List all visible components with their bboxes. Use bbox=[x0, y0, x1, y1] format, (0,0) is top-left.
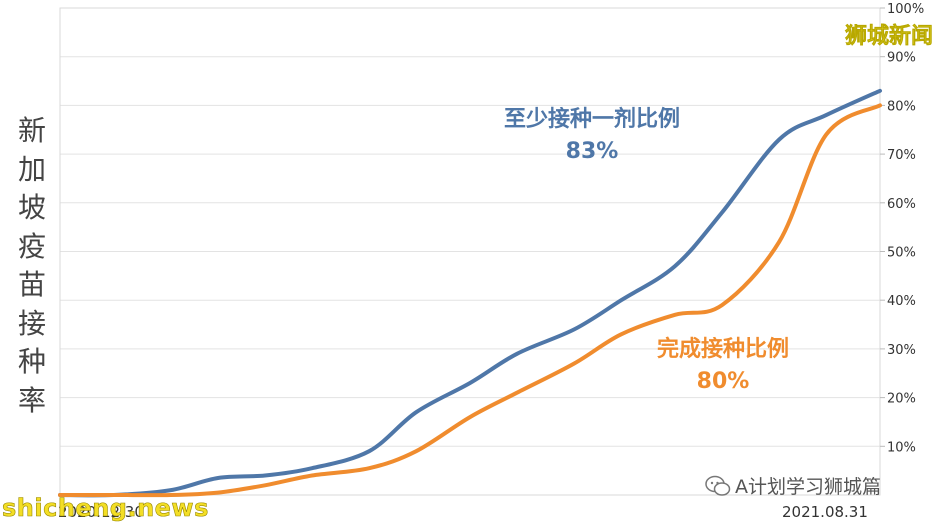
y-axis-title-char: 坡 bbox=[17, 191, 46, 224]
annotation-first-dose-label: 至少接种一剂比例 bbox=[503, 107, 680, 132]
wechat-account-name: A计划学习狮城篇 bbox=[735, 476, 881, 498]
wechat-icon bbox=[705, 475, 731, 496]
wechat-account: A计划学习狮城篇 bbox=[705, 472, 881, 499]
series-line-full-dose bbox=[58, 103, 882, 498]
brand-watermark-top: 狮城新闻 bbox=[844, 24, 934, 50]
y-tick-label: 20% bbox=[887, 392, 916, 407]
x-axis-start-label: 2020.12.30 bbox=[58, 503, 144, 521]
annotation-first-dose-value: 83% bbox=[565, 139, 619, 164]
y-axis-title-char: 加 bbox=[17, 152, 46, 186]
annotation-full-dose-value: 80% bbox=[696, 369, 750, 394]
y-tick-label: 70% bbox=[887, 148, 916, 163]
annotation-full-dose-label: 完成接种比例 bbox=[656, 337, 789, 362]
y-tick-label: 60% bbox=[887, 197, 916, 212]
y-axis-title: 新加坡疫苗接种率 bbox=[12, 112, 52, 420]
y-axis-title-char: 率 bbox=[17, 383, 46, 417]
y-tick-label: 50% bbox=[887, 246, 916, 261]
y-axis-title-char: 苗 bbox=[17, 268, 46, 301]
annotation-full-dose: 完成接种比例 80% bbox=[638, 334, 808, 398]
y-axis-title-char: 种 bbox=[17, 345, 46, 378]
brand-watermark-bottom: shicheng.news bbox=[2, 494, 209, 523]
x-axis-end-label: 2021.08.31 bbox=[782, 503, 868, 521]
y-tick-label: 90% bbox=[887, 51, 916, 66]
annotation-first-dose: 至少接种一剂比例 83% bbox=[480, 104, 704, 168]
y-tick-label: 40% bbox=[887, 294, 916, 309]
series-line-first-dose bbox=[58, 88, 882, 498]
y-axis-title-char: 疫 bbox=[17, 229, 46, 263]
y-axis-title-char: 接 bbox=[17, 306, 46, 340]
y-axis-title-char: 新 bbox=[17, 114, 46, 147]
y-tick-label: 100% bbox=[887, 2, 924, 17]
series-lines bbox=[58, 88, 882, 498]
y-tick-label: 80% bbox=[887, 99, 916, 114]
y-tick-label: 30% bbox=[887, 343, 916, 358]
y-tick-label: 10% bbox=[887, 440, 916, 455]
y-axis-ticks: 10% 20% 30% 40% 50% 60% 70% 80% 90% 100% bbox=[880, 2, 924, 455]
